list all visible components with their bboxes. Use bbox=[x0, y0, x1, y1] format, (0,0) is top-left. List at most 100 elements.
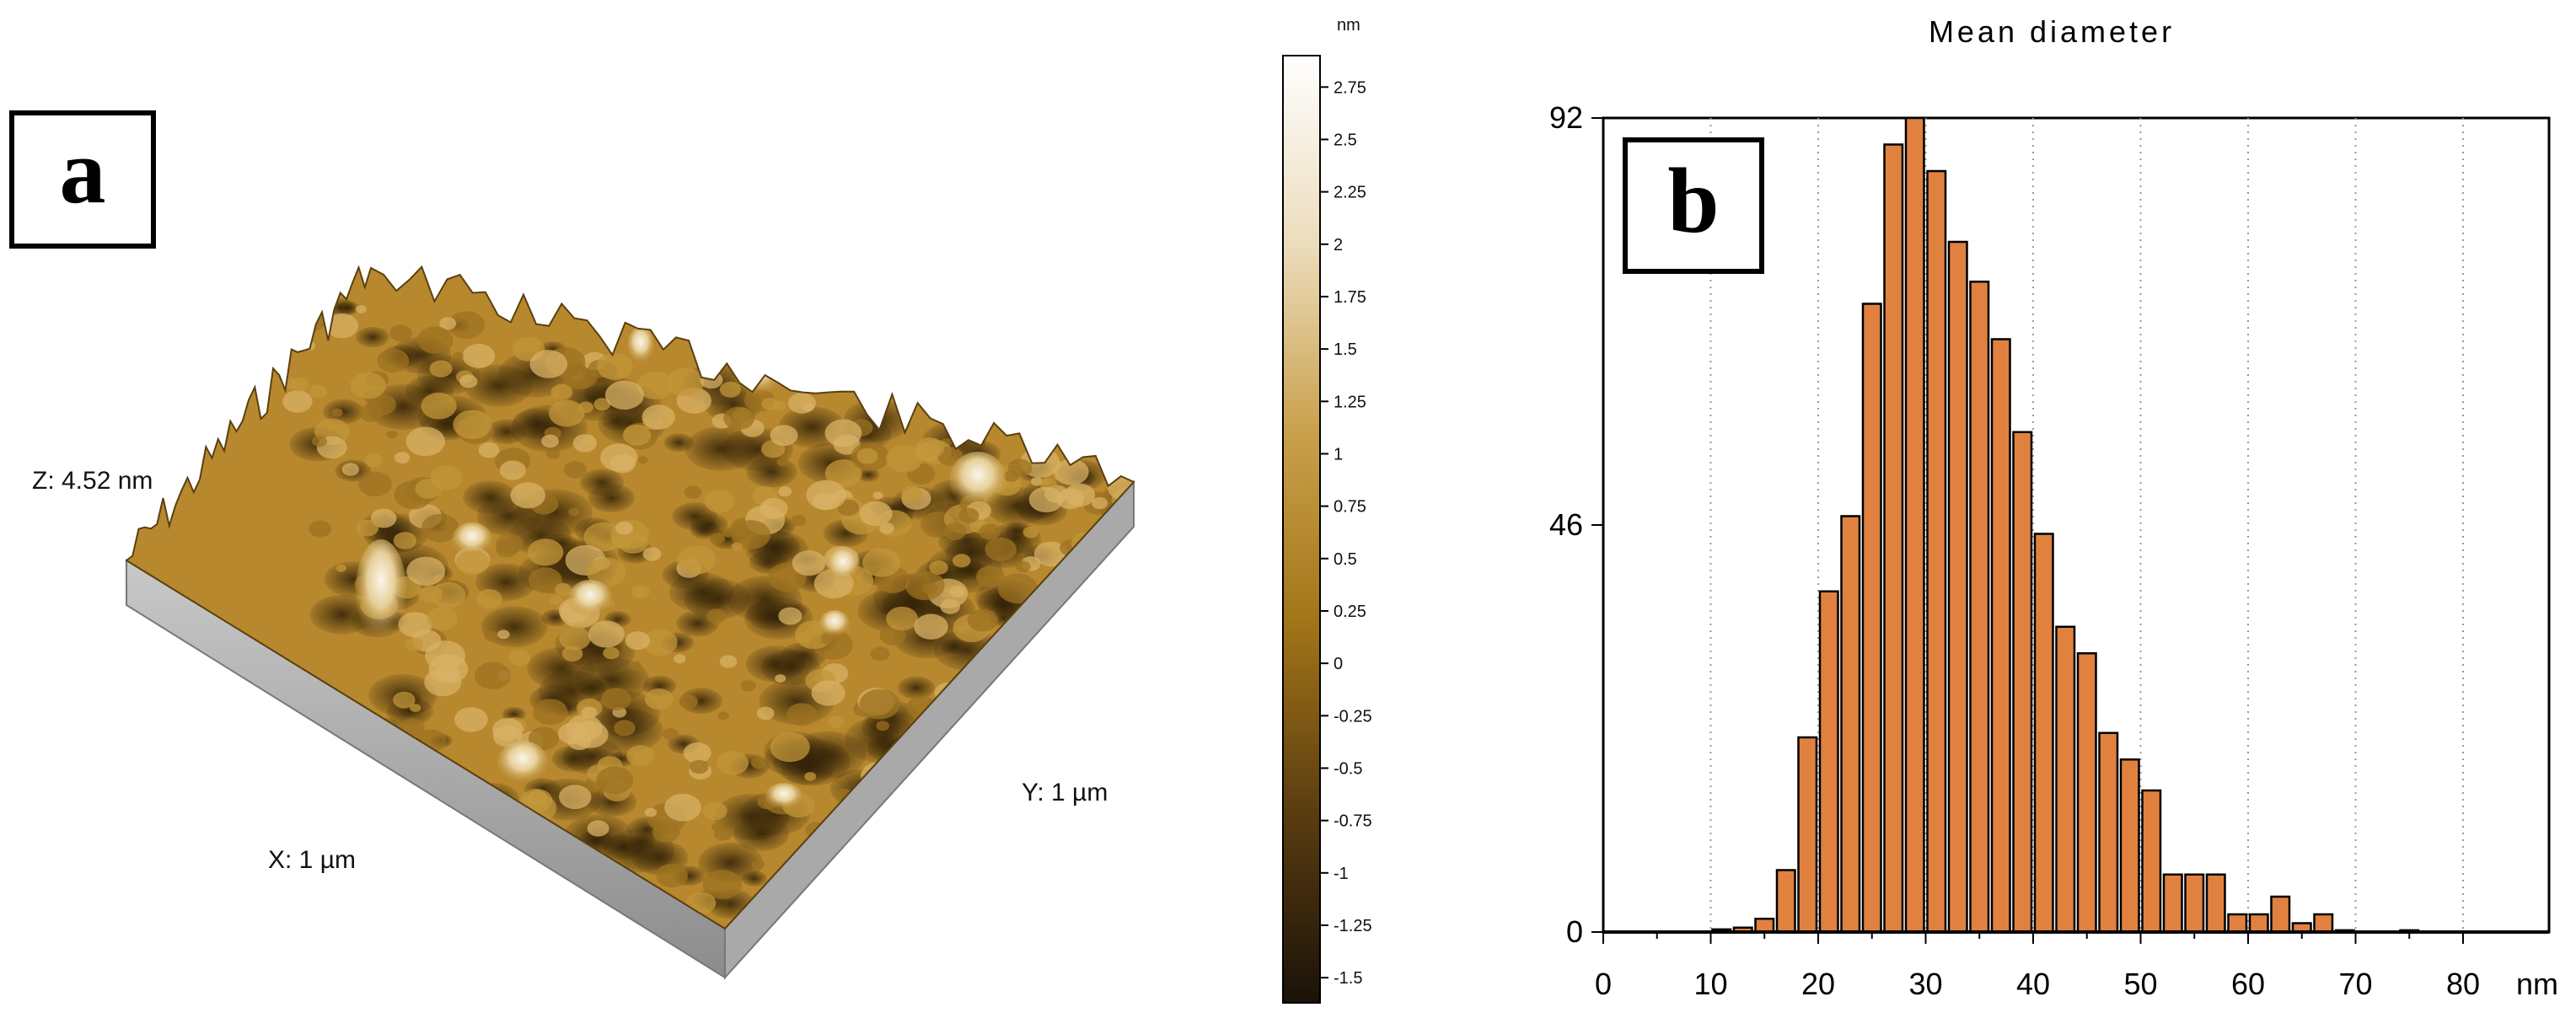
surface-grain bbox=[350, 372, 386, 399]
surface-grain bbox=[1131, 591, 1134, 600]
surface-grain bbox=[1132, 530, 1134, 554]
colorbar: nm 2.75 2.5 2.25 2 1.75 1.5 1.25 1 0.75 0.5 0.25 0 -… bbox=[1282, 16, 1372, 1004]
surface-grain bbox=[977, 692, 1012, 718]
surface-grain bbox=[533, 699, 568, 726]
surface-grain bbox=[1140, 659, 1174, 684]
surface-pit bbox=[871, 867, 911, 893]
surface-grain bbox=[677, 545, 716, 575]
surface-grain bbox=[719, 655, 738, 668]
surface-grain bbox=[1236, 677, 1274, 705]
colorbar-tick-label: -1.25 bbox=[1334, 917, 1372, 935]
surface-grain bbox=[856, 447, 878, 464]
surface-pit bbox=[1212, 670, 1291, 718]
surface-grain bbox=[1250, 688, 1265, 700]
colorbar-ticks: 2.75 2.5 2.25 2 1.75 1.5 1.25 1 0.75 0.5 0.25 0 -0.2… bbox=[1320, 78, 1372, 988]
surface-grain bbox=[756, 706, 775, 721]
colorbar-gradient bbox=[1282, 55, 1321, 1004]
surface-grain bbox=[262, 347, 282, 362]
surface-grain bbox=[478, 442, 500, 458]
surface-grain bbox=[1221, 654, 1257, 681]
surface-peak bbox=[497, 741, 548, 785]
surface-grain bbox=[555, 583, 572, 596]
surface-grain bbox=[929, 560, 948, 575]
surface-grain bbox=[460, 903, 485, 923]
surface-pit bbox=[1222, 784, 1270, 813]
y-tick-label: 46 bbox=[1549, 507, 1583, 542]
surface-grain bbox=[1336, 791, 1350, 801]
surface-grain bbox=[614, 720, 636, 737]
surface-grain bbox=[1381, 805, 1408, 825]
colorbar-tick-label: -0.75 bbox=[1334, 812, 1372, 831]
surface-grain bbox=[644, 688, 674, 710]
surface-pit bbox=[829, 867, 867, 890]
surface-grain bbox=[389, 324, 412, 342]
surface-grain bbox=[1134, 767, 1146, 776]
histogram-bar bbox=[2055, 625, 2076, 934]
colorbar-tick-label: 2 bbox=[1334, 236, 1343, 254]
surface-grain bbox=[1177, 545, 1193, 557]
surface-pit bbox=[1130, 692, 1134, 724]
surface-grain bbox=[1064, 686, 1082, 701]
surface-pit bbox=[733, 817, 790, 851]
surface-grain bbox=[722, 527, 735, 538]
histogram-bar bbox=[2033, 533, 2054, 934]
surface-grain bbox=[631, 585, 650, 599]
surface-grain bbox=[979, 523, 1001, 540]
surface-pit bbox=[1151, 662, 1201, 693]
surface-pit bbox=[1163, 559, 1207, 586]
surface-grain bbox=[474, 662, 512, 690]
histogram-bar bbox=[1926, 169, 1947, 934]
surface-grain bbox=[870, 646, 890, 662]
surface-pit bbox=[1151, 800, 1199, 828]
surface-grain bbox=[1080, 679, 1092, 688]
colorbar-tick-label: -1 bbox=[1334, 865, 1349, 883]
surface-grain bbox=[439, 317, 457, 330]
surface-grain bbox=[901, 485, 923, 502]
surface-grain bbox=[1197, 574, 1232, 600]
surface-grain bbox=[958, 507, 979, 523]
surface-grain bbox=[596, 766, 634, 795]
surface-grain bbox=[952, 554, 971, 568]
surface-grain bbox=[282, 390, 313, 413]
surface-pit bbox=[1157, 789, 1221, 828]
histogram-bar bbox=[2012, 431, 2033, 934]
surface-pit bbox=[1205, 673, 1231, 688]
surface-grain bbox=[453, 410, 492, 440]
surface-grain bbox=[666, 367, 705, 397]
surface-grain bbox=[364, 453, 383, 468]
y-tick-label: 92 bbox=[1549, 100, 1583, 135]
surface-peak bbox=[819, 610, 850, 637]
surface-peak bbox=[452, 522, 492, 556]
x-tick-label: 60 bbox=[2231, 967, 2265, 1001]
surface-grain bbox=[905, 571, 945, 601]
surface-grain bbox=[859, 688, 900, 720]
surface-pit bbox=[1062, 817, 1092, 835]
surface-grain bbox=[961, 730, 982, 746]
surface-grain bbox=[405, 637, 424, 651]
surface-grain bbox=[827, 864, 863, 892]
surface-grain bbox=[1139, 745, 1166, 765]
surface-grain bbox=[291, 378, 309, 392]
histogram-bar bbox=[1797, 736, 1818, 934]
surface-pit bbox=[918, 782, 971, 815]
surface-grain bbox=[985, 709, 999, 718]
x-axis-label: X: 1 µm bbox=[268, 846, 356, 874]
surface-grain bbox=[937, 736, 968, 758]
surface-pit bbox=[1071, 849, 1134, 898]
histogram-bar bbox=[2270, 895, 2291, 934]
surface-grain bbox=[1058, 651, 1085, 671]
surface-grain bbox=[464, 849, 501, 876]
surface-pit bbox=[746, 456, 797, 488]
histogram-bar bbox=[2227, 913, 2248, 934]
surface-grain bbox=[1055, 732, 1092, 761]
surface-pit bbox=[684, 578, 751, 619]
surface-grain bbox=[1070, 671, 1091, 687]
surface-pit bbox=[476, 907, 511, 928]
surface-grain bbox=[731, 542, 743, 551]
surface-grain bbox=[1074, 817, 1094, 832]
x-axis-ticks: 0 10 20 30 40 50 60 70 80 bbox=[1595, 932, 2480, 1001]
surface-grain bbox=[1028, 486, 1064, 513]
surface-grain bbox=[1194, 749, 1226, 774]
surface-grain bbox=[296, 329, 312, 340]
